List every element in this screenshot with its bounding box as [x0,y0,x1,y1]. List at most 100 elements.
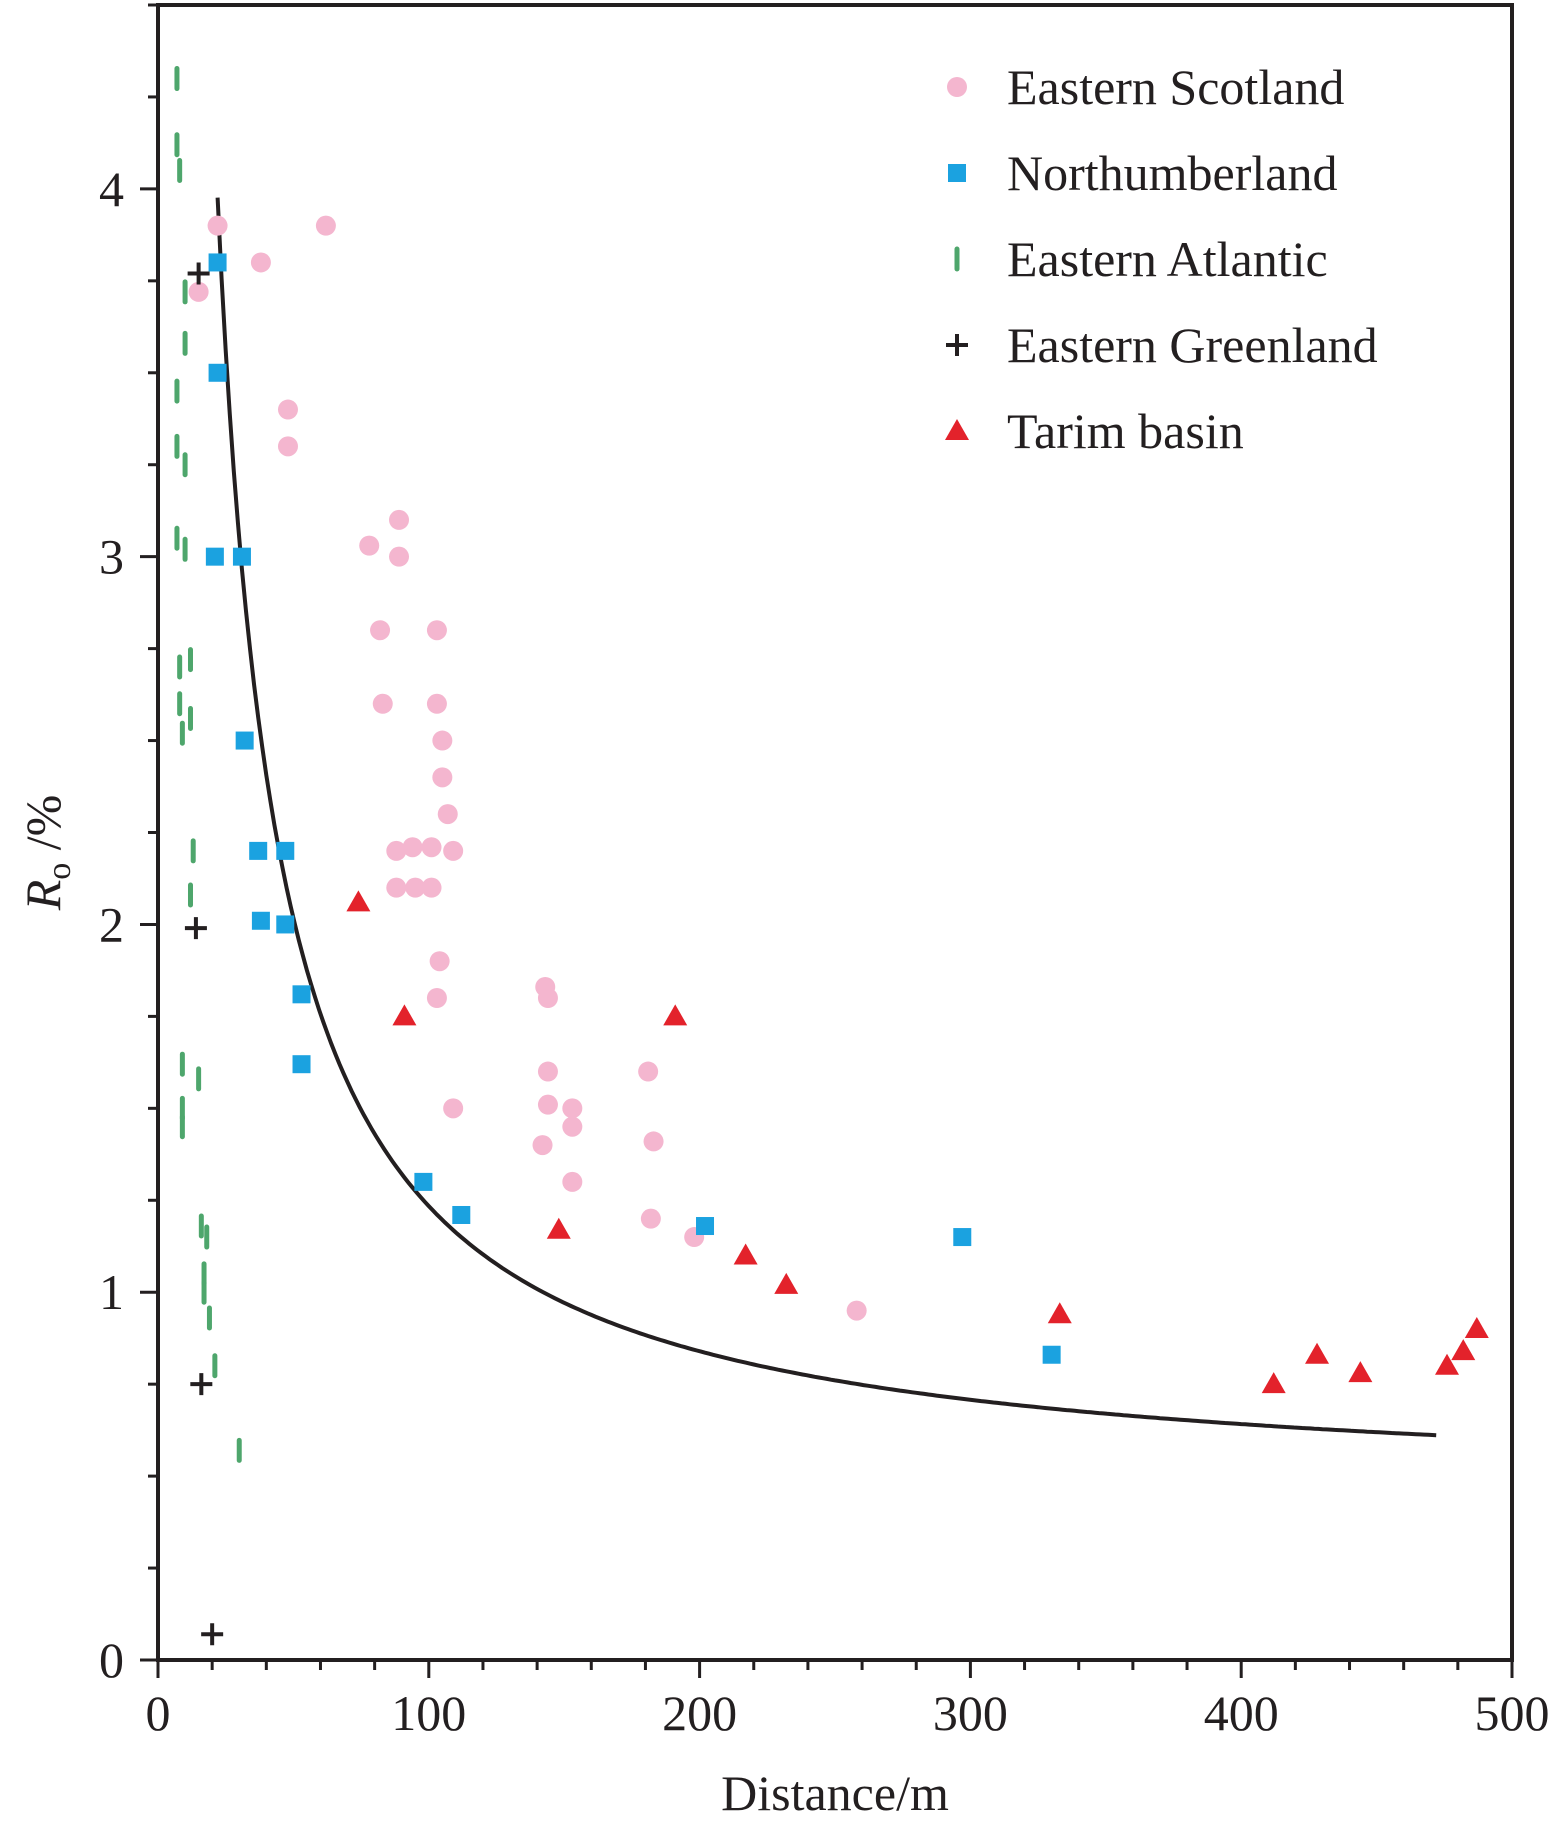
data-point [402,837,423,858]
data-point [208,363,227,382]
y-tick-label: 0 [99,1632,124,1688]
data-point [532,1135,553,1156]
data-point [188,281,209,302]
data-point [537,1094,558,1115]
legend-marker [948,164,966,182]
data-point [277,436,298,457]
data-point [426,693,447,714]
data-point [386,877,407,898]
data-point [201,1623,224,1646]
data-point [1464,1317,1489,1338]
series-northumberland [205,253,1061,1364]
legend-item: Northumberland [948,145,1337,201]
x-tick-label: 300 [933,1685,1008,1741]
x-tick-label: 400 [1204,1685,1279,1741]
data-point [414,1172,433,1191]
data-point [1451,1339,1476,1361]
legend-item: Eastern Greenland [946,317,1378,373]
x-tick-label: 200 [662,1685,737,1741]
y-axis-title: Ro /% [15,795,78,912]
data-point [638,1061,659,1082]
data-point [184,917,207,940]
data-point [1261,1372,1286,1394]
data-point [386,840,407,861]
data-point [190,1373,213,1396]
data-point [640,1208,661,1229]
fit-curve-group [215,197,1437,1438]
data-point [389,546,410,567]
data-point [392,1004,417,1026]
x-tick-label: 100 [391,1685,466,1741]
y-tick-label: 1 [99,1264,124,1320]
data-point [1042,1345,1061,1364]
data-point [292,985,311,1004]
y-axis-title-rest: /% [15,795,71,863]
data-point [370,620,391,641]
data-point [643,1131,664,1152]
data-point [562,1171,583,1192]
y-tick-label: 4 [99,161,124,217]
data-point [276,915,295,934]
legend-item: Eastern Atlantic [954,231,1328,287]
data-point [1348,1361,1373,1383]
data-point [232,547,251,566]
legend-marker [945,419,969,440]
data-point [443,840,464,861]
series-eastern-greenland [184,262,224,1646]
data-point [733,1243,758,1265]
legend-label: Eastern Atlantic [1007,231,1328,287]
data-point [315,215,336,236]
data-point [250,252,271,273]
data-point [205,547,224,566]
data-point [235,731,254,750]
legend: Eastern Scotland Northumberland Eastern At… [945,59,1378,459]
data-point [1305,1342,1330,1364]
data-point [846,1300,867,1321]
series-tarim-basin [346,890,1489,1394]
data-point [432,767,453,788]
legend-label: Northumberland [1007,145,1337,201]
data-point [1047,1302,1072,1324]
data-point [426,988,447,1008]
y-tick-label: 3 [99,529,124,585]
data-point [774,1272,799,1294]
data-point [537,1061,558,1082]
legend-label: Eastern Greenland [1007,317,1378,373]
series-eastern-atlantic [174,66,242,1463]
data-point [537,988,558,1008]
legend-label: Tarim basin [1007,403,1244,459]
data-point [208,253,227,272]
data-point [187,262,210,285]
data-point [249,841,268,860]
data-point [562,1098,583,1119]
legend-item: Eastern Scotland [947,59,1344,115]
data-point [276,841,295,860]
y-axis-title-main: R [15,880,71,912]
data-point [953,1228,972,1247]
y-axis-title-sub: o [41,863,78,880]
data-point [389,509,410,530]
data-point [251,911,270,930]
data-point [546,1217,571,1239]
data-point [452,1205,471,1224]
data-point [359,535,380,556]
x-tick-label: 500 [1475,1685,1550,1741]
axes: 0 100 200 300 400 500 0 1 2 3 4 [99,3,1550,1741]
data-point [207,215,228,236]
data-point [437,804,458,825]
data-points [174,66,1489,1646]
legend-marker [947,77,967,97]
data-point [443,1098,464,1119]
data-point [432,730,453,751]
data-point [372,693,393,714]
data-point [426,620,447,641]
data-point [405,877,426,898]
data-point [346,890,371,912]
y-tick-label: 2 [99,896,124,952]
data-point [696,1217,715,1236]
fit-curve [215,197,1437,1438]
x-tick-label: 0 [146,1685,171,1741]
data-point [292,1055,311,1074]
data-point [421,837,442,858]
